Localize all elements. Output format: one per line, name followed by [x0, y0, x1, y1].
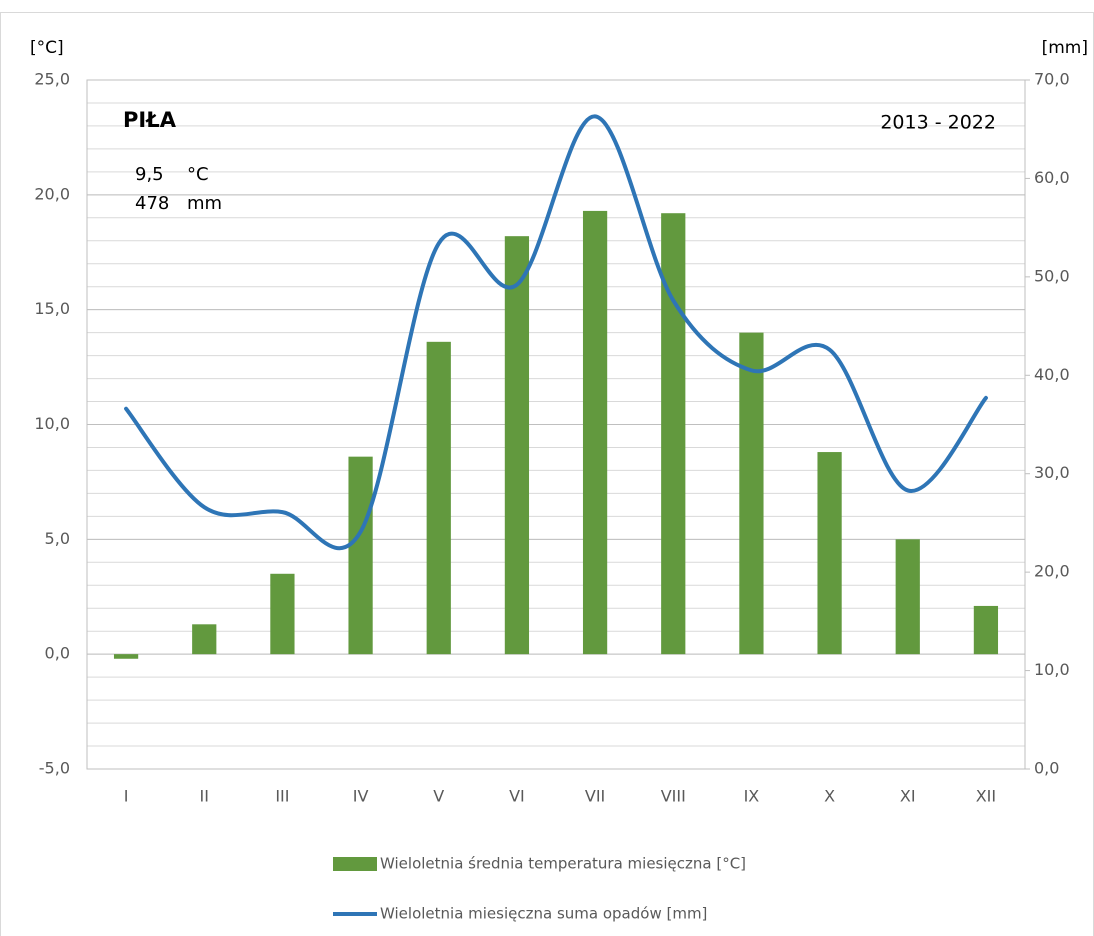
bar: [973, 605, 999, 655]
y-tick-label: 10,0: [34, 414, 70, 433]
bar: [426, 341, 451, 655]
marks: [113, 114, 999, 659]
x-tick-label: III: [275, 787, 289, 806]
bar: [817, 452, 842, 655]
y2-tick-label: 10,0: [1034, 660, 1070, 679]
y-tick-label: -5,0: [39, 759, 70, 778]
x-tick-label: X: [824, 787, 835, 806]
legend-swatch: [333, 857, 377, 871]
x-tick-label: VII: [585, 787, 605, 806]
mean-temperature: 9,5: [135, 164, 164, 185]
legend-label: Wieloletnia miesięczna suma opadów [mm]: [380, 905, 707, 923]
y2-tick-label: 60,0: [1034, 168, 1070, 187]
y-tick-label: 15,0: [34, 299, 70, 318]
y2-tick-label: 50,0: [1034, 266, 1070, 285]
y2-tick-label: 30,0: [1034, 463, 1070, 482]
y-tick-label: 25,0: [34, 70, 70, 89]
bar: [192, 624, 217, 655]
period-annotation: 2013 - 2022: [880, 112, 996, 134]
y2-tick-label: 0,0: [1034, 759, 1059, 778]
y-tick-label: 5,0: [45, 529, 70, 548]
y2-tick-label: 40,0: [1034, 365, 1070, 384]
x-tick-label: XII: [976, 787, 996, 806]
bar: [270, 573, 295, 655]
temperature-unit: °C: [187, 164, 209, 185]
y2-axis-label: [mm]: [1042, 38, 1088, 58]
y-tick-label: 0,0: [45, 644, 70, 663]
bar: [739, 332, 764, 655]
x-tick-label: IX: [744, 787, 760, 806]
bar: [504, 236, 530, 655]
precipitation-unit: mm: [187, 193, 222, 214]
x-tick-label: V: [433, 787, 444, 806]
plot-area: [86, 79, 1026, 770]
x-tick-label: I: [124, 787, 129, 806]
chart-title: PIŁA: [123, 108, 177, 132]
x-tick-label: IV: [353, 787, 369, 806]
bar: [348, 456, 373, 655]
legend-label: Wieloletnia średnia temperatura miesięcz…: [380, 855, 746, 873]
y2-tick-label: 20,0: [1034, 562, 1070, 581]
bar: [113, 654, 139, 659]
y-tick-label: 20,0: [34, 184, 70, 203]
x-tick-label: VI: [509, 787, 525, 806]
total-precipitation: 478: [135, 193, 169, 214]
x-tick-label: XI: [900, 787, 916, 806]
x-tick-label: VIII: [661, 787, 686, 806]
x-tick-label: II: [200, 787, 209, 806]
y-axis-label: [°C]: [30, 38, 64, 58]
chart-frame: [0, 12, 1094, 936]
precipitation-line: [124, 114, 988, 551]
bar: [582, 210, 608, 655]
bar: [895, 539, 920, 655]
y2-tick-label: 70,0: [1034, 70, 1070, 89]
